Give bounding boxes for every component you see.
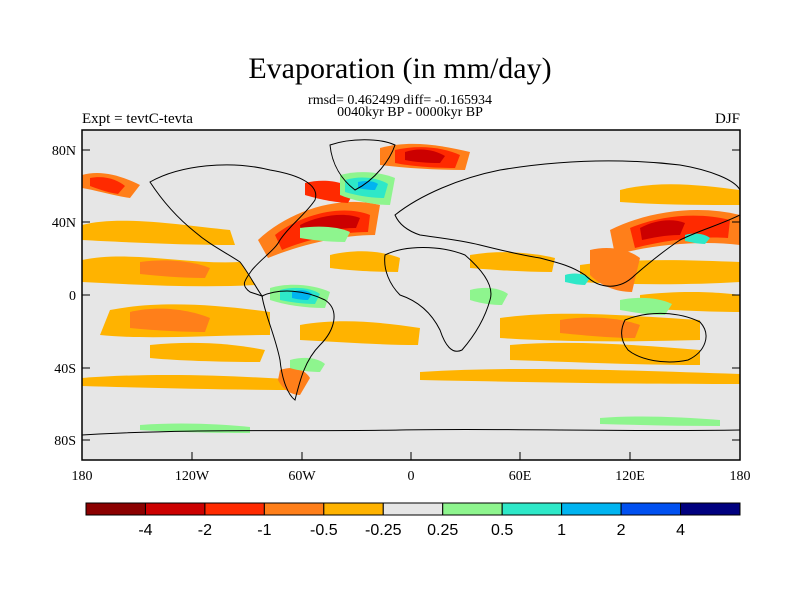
field-indonesia-pos — [620, 297, 672, 315]
field-south-atlantic-pos — [290, 357, 325, 372]
colorbar-label: 2 — [617, 522, 626, 539]
lat-label-40n: 40N — [52, 216, 76, 231]
colorbar-swatch — [263, 502, 325, 516]
map-background — [82, 130, 740, 460]
coast-africa — [384, 247, 492, 352]
field-s-atlantic-band — [300, 321, 420, 345]
statistics-line: rmsd= 0.462499 diff= -0.165934 — [308, 93, 492, 108]
field-africa-pos — [470, 287, 508, 305]
colorbar — [85, 502, 741, 516]
lat-label-80n: 80N — [52, 144, 76, 159]
colorbar-swatch — [680, 502, 741, 516]
lon-label-180e: 180 — [730, 469, 751, 484]
coast-antarctica — [82, 428, 740, 436]
colorbar-swatch — [204, 502, 265, 516]
colorbar-labels: -4 -2 -1 -0.5 -0.25 0.25 0.5 1 2 4 — [138, 522, 685, 539]
field-japan-max — [640, 220, 685, 240]
field-barents-max — [405, 149, 445, 163]
lon-label-180w: 180 — [72, 469, 93, 484]
coast-north-america — [149, 164, 317, 297]
field-s-pacific-2 — [150, 342, 265, 362]
field-s-indian-2 — [510, 342, 700, 365]
colorbar-label: -1 — [257, 522, 271, 539]
field-southern-ocean-2 — [420, 368, 740, 384]
coast-australia — [621, 312, 707, 363]
field-arctic-russia — [620, 184, 740, 205]
field-bering — [90, 177, 125, 194]
field-s-indian-trop — [560, 317, 640, 338]
colorbar-swatch — [323, 502, 384, 516]
colorbar-swatch — [620, 502, 682, 516]
colorbar-swatch — [501, 502, 563, 516]
lat-label-40s: 40S — [54, 362, 76, 377]
coast-greenland — [329, 139, 396, 191]
field-japan-cyan — [685, 233, 710, 244]
lon-label-120w: 120W — [175, 469, 210, 484]
colorbar-label: -0.5 — [310, 522, 338, 539]
lon-label-60e: 60E — [509, 469, 532, 484]
lon-label-120e: 120E — [615, 469, 645, 484]
period-line: 0040kyr BP - 0000kyr BP — [337, 105, 483, 120]
colorbar-swatch — [442, 502, 503, 516]
colorbar-label: -2 — [198, 522, 212, 539]
field-indian-cyan — [565, 273, 590, 285]
field-n-pacific-trop — [140, 260, 210, 278]
lat-label-0: 0 — [69, 289, 76, 304]
field-mid-atlantic-pos — [300, 226, 350, 242]
lat-label-80s: 80S — [54, 434, 76, 449]
field-southern-pos-2 — [600, 416, 720, 426]
coastlines — [82, 139, 740, 436]
colorbar-label: 0.5 — [491, 522, 513, 539]
colorbar-label: -4 — [138, 522, 152, 539]
season-label: DJF — [714, 111, 740, 127]
colorbar-label: -0.25 — [365, 522, 402, 539]
colorbar-label: 1 — [557, 522, 566, 539]
colorbar-swatch — [144, 502, 206, 516]
field-atlantic-blue — [358, 180, 378, 190]
colorbar-swatch — [85, 502, 146, 516]
coast-south-america — [261, 290, 335, 401]
experiment-label: Expt = tevtC-tevta — [82, 111, 193, 127]
field-southern-ocean — [82, 374, 300, 390]
field-amazon-blue — [292, 290, 312, 300]
lon-label-0: 0 — [408, 469, 415, 484]
colorbar-swatch — [561, 502, 622, 516]
coast-eurasia — [394, 160, 740, 287]
lon-label-60w: 60W — [288, 469, 316, 484]
colorbar-label: 0.25 — [427, 522, 458, 539]
colorbar-swatch — [382, 502, 444, 516]
colorbar-label: 4 — [676, 522, 685, 539]
map-title: Evaporation (in mm/day) — [248, 52, 552, 85]
field-atlantic-trop — [330, 251, 400, 272]
anomaly-fields — [82, 143, 740, 433]
field-n-pacific-sub — [82, 220, 235, 245]
field-s-pacific-trop — [130, 308, 210, 332]
